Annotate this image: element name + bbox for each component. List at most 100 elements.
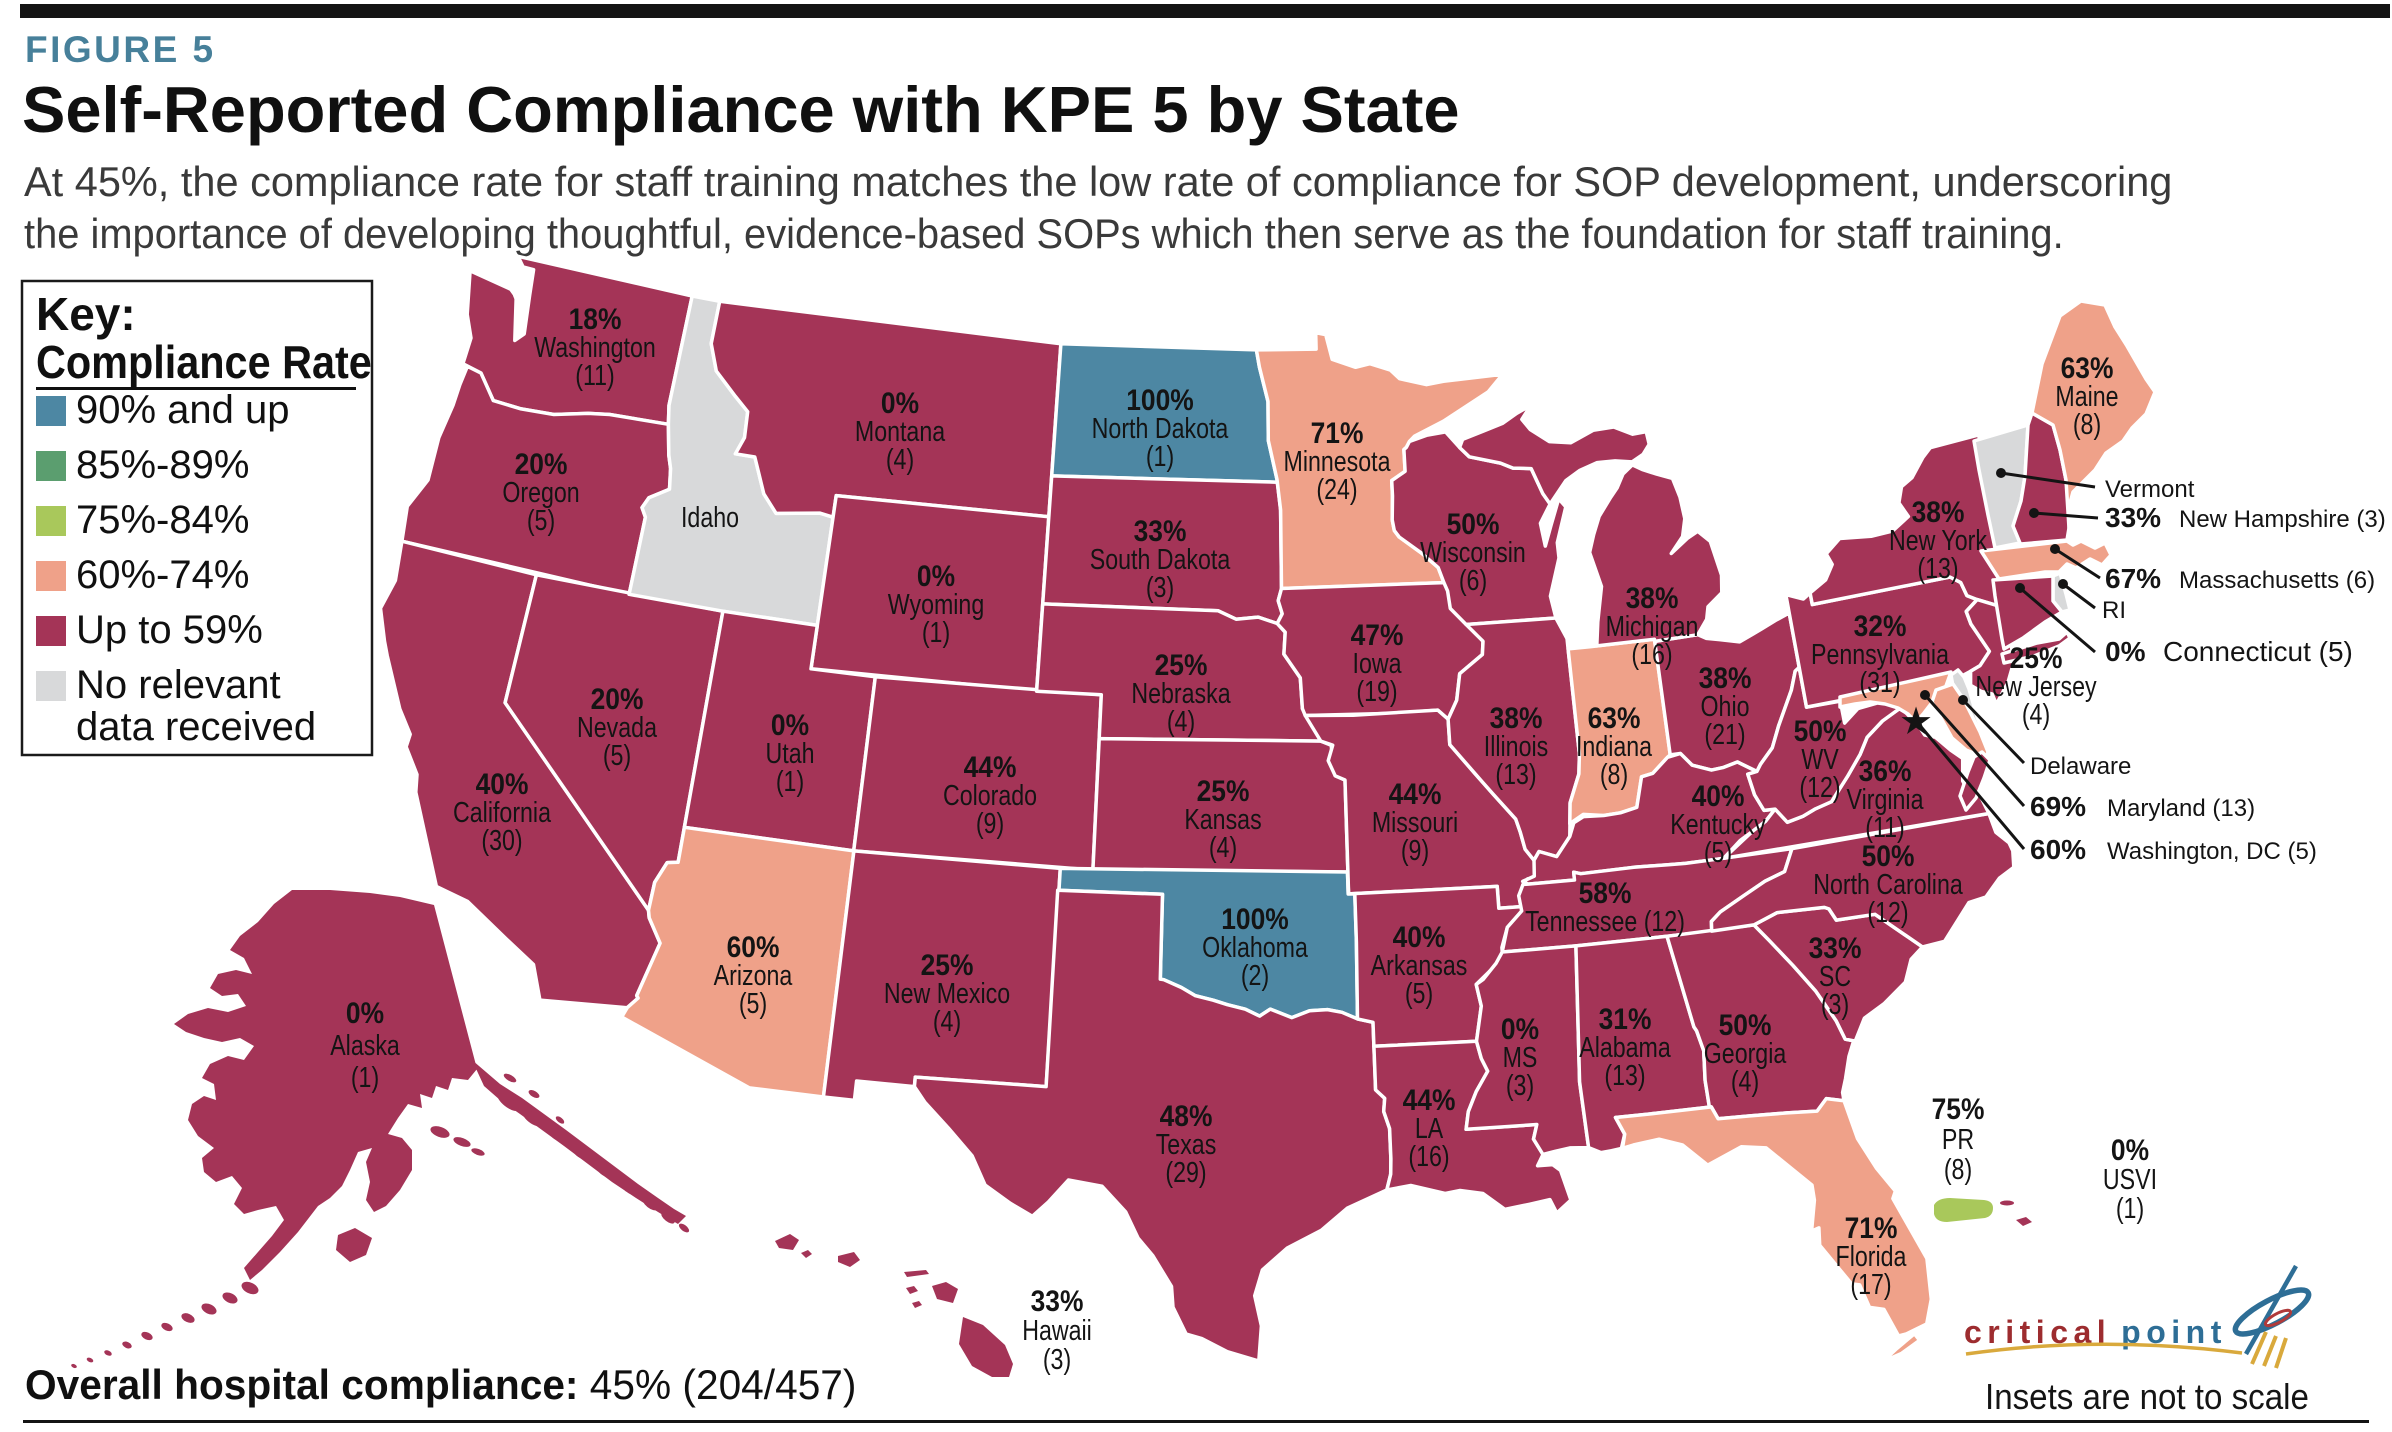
- svg-text:Arkansas: Arkansas: [1371, 948, 1468, 981]
- svg-text:50%: 50%: [1719, 1007, 1772, 1041]
- svg-text:MS: MS: [1503, 1040, 1538, 1073]
- svg-text:Kansas: Kansas: [1184, 802, 1261, 835]
- svg-text:36%: 36%: [1859, 753, 1912, 787]
- svg-text:Self-Reported Compliance with: Self-Reported Compliance with KPE 5 by S…: [22, 73, 1460, 146]
- svg-text:71%: 71%: [1311, 415, 1364, 449]
- svg-text:63%: 63%: [1588, 700, 1641, 734]
- svg-text:Illinois: Illinois: [1484, 729, 1548, 762]
- svg-text:Wisconsin: Wisconsin: [1420, 535, 1526, 568]
- svg-text:(4): (4): [1731, 1064, 1759, 1097]
- svg-text:(4): (4): [933, 1004, 961, 1037]
- svg-text:(21): (21): [1704, 717, 1745, 750]
- svg-text:33%: 33%: [2105, 502, 2161, 533]
- svg-text:SC: SC: [1819, 959, 1851, 992]
- svg-text:25%: 25%: [2010, 640, 2063, 674]
- svg-text:69%: 69%: [2030, 791, 2086, 822]
- svg-text:Up to 59%: Up to 59%: [76, 608, 263, 652]
- svg-text:(1): (1): [2116, 1191, 2144, 1224]
- svg-text:(30): (30): [481, 823, 522, 856]
- svg-text:Colorado: Colorado: [943, 778, 1037, 811]
- svg-text:Alabama: Alabama: [1579, 1030, 1671, 1063]
- svg-text:(16): (16): [1408, 1139, 1449, 1172]
- svg-text:data received: data received: [76, 705, 316, 749]
- svg-text:Tennessee (12): Tennessee (12): [1525, 904, 1685, 937]
- svg-text:★: ★: [1899, 701, 1933, 743]
- svg-text:North Carolina: North Carolina: [1813, 867, 1963, 900]
- svg-text:75%-84%: 75%-84%: [76, 498, 249, 542]
- svg-text:Massachusetts (6): Massachusetts (6): [2179, 567, 2375, 594]
- svg-text:48%: 48%: [1160, 1098, 1213, 1132]
- svg-text:38%: 38%: [1699, 660, 1752, 694]
- svg-text:(19): (19): [1356, 674, 1397, 707]
- svg-text:63%: 63%: [2061, 350, 2114, 384]
- svg-text:California: California: [453, 795, 551, 828]
- svg-text:Connecticut (5): Connecticut (5): [2163, 636, 2353, 667]
- svg-text:33%: 33%: [1031, 1283, 1084, 1317]
- svg-text:(3): (3): [1043, 1342, 1071, 1375]
- svg-text:(3): (3): [1821, 987, 1849, 1020]
- svg-text:31%: 31%: [1599, 1001, 1652, 1035]
- svg-text:the importance of developing t: the importance of developing thoughtful,…: [24, 210, 2064, 257]
- svg-text:67%: 67%: [2105, 563, 2161, 594]
- svg-text:South Dakota: South Dakota: [1090, 542, 1231, 575]
- svg-text:71%: 71%: [1845, 1210, 1898, 1244]
- svg-text:44%: 44%: [964, 749, 1017, 783]
- svg-text:(4): (4): [1209, 830, 1237, 863]
- svg-text:(29): (29): [1165, 1155, 1206, 1188]
- svg-text:0%: 0%: [881, 385, 919, 419]
- svg-text:(1): (1): [1146, 439, 1174, 472]
- svg-text:60%: 60%: [2030, 834, 2086, 865]
- svg-text:Ohio: Ohio: [1701, 689, 1750, 722]
- svg-text:New Mexico: New Mexico: [884, 976, 1010, 1009]
- svg-text:FIGURE 5: FIGURE 5: [25, 29, 216, 70]
- svg-text:(4): (4): [2022, 697, 2050, 730]
- svg-text:Texas: Texas: [1156, 1127, 1217, 1160]
- svg-text:Montana: Montana: [855, 414, 946, 447]
- svg-text:(12): (12): [1799, 770, 1840, 803]
- svg-text:Insets are not to scale: Insets are not to scale: [1985, 1378, 2309, 1418]
- svg-text:Virginia: Virginia: [1847, 782, 1924, 815]
- svg-text:20%: 20%: [591, 681, 644, 715]
- svg-text:44%: 44%: [1389, 776, 1442, 810]
- svg-text:0%: 0%: [2105, 636, 2146, 667]
- svg-text:(8): (8): [2073, 407, 2101, 440]
- svg-text:47%: 47%: [1351, 617, 1404, 651]
- svg-text:Florida: Florida: [1836, 1239, 1907, 1272]
- svg-text:Washington, DC (5): Washington, DC (5): [2107, 838, 2317, 865]
- svg-text:(5): (5): [603, 738, 631, 771]
- svg-text:33%: 33%: [1134, 513, 1187, 547]
- svg-text:WV: WV: [1801, 742, 1839, 775]
- svg-text:0%: 0%: [346, 995, 384, 1029]
- svg-text:25%: 25%: [1155, 647, 1208, 681]
- svg-text:38%: 38%: [1490, 700, 1543, 734]
- svg-text:100%: 100%: [1126, 382, 1194, 416]
- svg-text:Vermont: Vermont: [2105, 476, 2195, 503]
- svg-text:90% and up: 90% and up: [76, 388, 290, 432]
- svg-text:(11): (11): [1865, 810, 1905, 843]
- svg-text:Missouri: Missouri: [1372, 805, 1458, 838]
- svg-text:(4): (4): [1167, 704, 1195, 737]
- svg-text:New Jersey: New Jersey: [1975, 669, 2097, 702]
- svg-text:60%: 60%: [727, 929, 780, 963]
- svg-text:50%: 50%: [1862, 838, 1915, 872]
- svg-text:85%-89%: 85%-89%: [76, 443, 249, 487]
- svg-text:New Hampshire (3): New Hampshire (3): [2179, 506, 2386, 533]
- svg-text:Arizona: Arizona: [714, 958, 793, 991]
- svg-text:60%-74%: 60%-74%: [76, 553, 249, 597]
- svg-text:Pennsylvania: Pennsylvania: [1811, 637, 1949, 670]
- svg-text:0%: 0%: [1501, 1011, 1539, 1045]
- svg-text:(5): (5): [527, 503, 555, 536]
- svg-text:Iowa: Iowa: [1353, 646, 1402, 679]
- svg-text:40%: 40%: [1393, 919, 1446, 953]
- svg-text:Key:: Key:: [36, 288, 136, 340]
- svg-text:Compliance Rate: Compliance Rate: [36, 337, 372, 389]
- svg-text:Nevada: Nevada: [577, 710, 657, 743]
- svg-text:Oregon: Oregon: [502, 475, 579, 508]
- svg-text:RI: RI: [2102, 597, 2126, 624]
- svg-text:Wyoming: Wyoming: [888, 587, 984, 620]
- svg-text:18%: 18%: [569, 301, 622, 335]
- svg-text:0%: 0%: [2111, 1132, 2149, 1166]
- svg-text:38%: 38%: [1912, 494, 1965, 528]
- svg-text:Georgia: Georgia: [1704, 1036, 1787, 1069]
- svg-text:50%: 50%: [1447, 506, 1500, 540]
